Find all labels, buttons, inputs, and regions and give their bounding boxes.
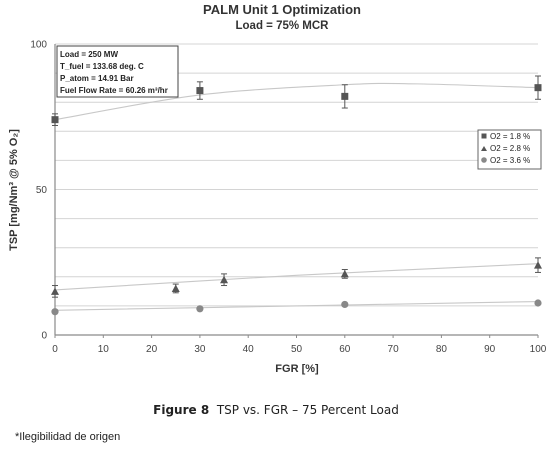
- data-point-circle: [196, 305, 204, 313]
- x-tick-label: 50: [291, 344, 303, 355]
- figure-number: Figure 8: [153, 403, 210, 417]
- legend-square-marker: [481, 133, 487, 139]
- trend-lines: [54, 82, 539, 311]
- x-tick-label: 60: [339, 344, 351, 355]
- legend-label: O2 = 1.8 %: [490, 132, 530, 141]
- data-point-triangle: [340, 269, 349, 278]
- legend-triangle-marker: [481, 146, 487, 151]
- x-axis-title: FGR [%]: [275, 363, 319, 375]
- annotation-line: Fuel Flow Rate = 60.26 m³/hr: [60, 86, 168, 95]
- x-tick-label: 20: [146, 344, 158, 355]
- y-tick-label: 0: [41, 331, 47, 342]
- trend-line: [54, 82, 539, 121]
- legend-circle-marker: [481, 157, 487, 163]
- footnote: *Ilegibilidad de origen: [15, 431, 121, 443]
- y-tick-label: 50: [36, 185, 48, 196]
- data-point-square: [534, 84, 542, 92]
- figure-caption: Figure 8 TSP vs. FGR – 75 Percent Load: [0, 403, 552, 417]
- data-point-square: [341, 92, 349, 100]
- grid: [55, 43, 538, 307]
- legend-frame: [477, 129, 542, 170]
- y-axis-title: TSP [mg/Nm³ @ 5% O₂]: [8, 129, 20, 251]
- data-point-triangle: [51, 287, 59, 295]
- data-point-triangle: [534, 261, 542, 269]
- x-tick-label: 30: [194, 344, 206, 355]
- legend-label: O2 = 3.6 %: [490, 156, 530, 165]
- annotation-line: P_atom = 14.91 Bar: [60, 74, 134, 83]
- annotation-box: Load = 250 MW T_fuel = 133.68 deg. C P_a…: [56, 45, 179, 98]
- data-points: [51, 75, 542, 316]
- figure-caption-text: TSP vs. FGR – 75 Percent Load: [216, 403, 399, 417]
- tsp-fgr-chart: PALM Unit 1 Optimization Load = 75% MCR …: [8, 2, 547, 375]
- legend-label: O2 = 2.8 %: [490, 144, 530, 153]
- y-tick-labels: 0 50 100: [30, 40, 47, 342]
- annotation-line: T_fuel = 133.68 deg. C: [60, 62, 144, 71]
- x-tick-labels: 0 10 20 30 40 50 60 70 80 90 100: [52, 335, 547, 355]
- data-point-circle: [341, 300, 349, 309]
- data-point-square: [51, 116, 59, 124]
- data-point-square: [196, 87, 204, 95]
- x-tick-label: 90: [484, 344, 496, 355]
- data-point-triangle: [171, 284, 180, 292]
- trend-line: [54, 263, 539, 291]
- x-tick-label: 10: [98, 344, 110, 355]
- y-tick-label: 100: [30, 40, 47, 51]
- chart-subtitle: Load = 75% MCR: [236, 20, 330, 32]
- x-tick-label: 40: [243, 344, 255, 355]
- chart-title: PALM Unit 1 Optimization: [203, 2, 361, 17]
- data-point-circle: [51, 308, 59, 316]
- data-point-triangle: [220, 275, 229, 284]
- data-point-circle: [534, 299, 542, 307]
- annotation-line: Load = 250 MW: [60, 50, 118, 59]
- x-tick-label: 0: [52, 344, 58, 355]
- legend: O2 = 1.8 % O2 = 2.8 % O2 = 3.6 %: [477, 129, 542, 170]
- x-tick-label: 80: [436, 344, 448, 355]
- x-tick-label: 100: [530, 344, 547, 355]
- x-tick-label: 70: [388, 344, 400, 355]
- trend-line: [54, 300, 539, 311]
- annotation-frame: [56, 45, 179, 98]
